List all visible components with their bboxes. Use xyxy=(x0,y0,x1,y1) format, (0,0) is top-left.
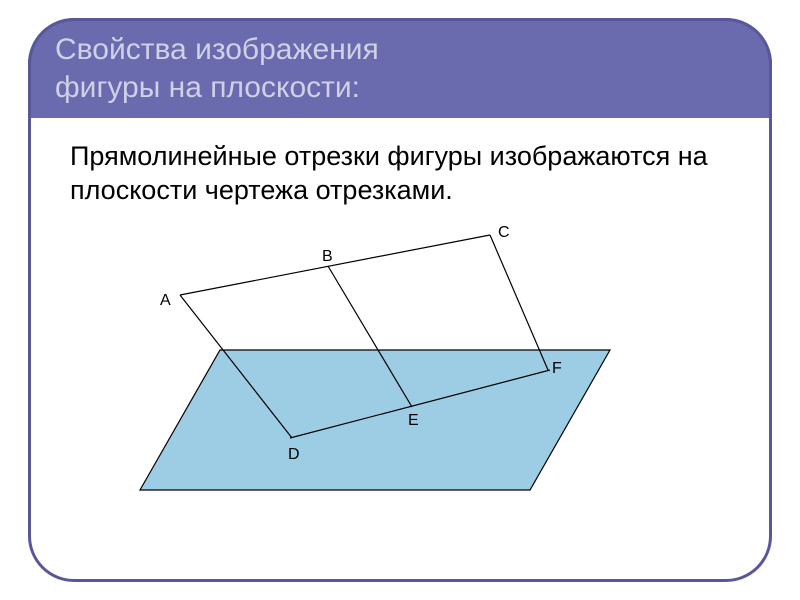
label-F: F xyxy=(552,360,562,378)
geometry-diagram: A B C D E F xyxy=(120,220,680,530)
title-line-2: фигуры на плоскости: xyxy=(55,69,745,107)
slide-header: Свойства изображения фигуры на плоскости… xyxy=(28,18,772,118)
projection-plane xyxy=(140,350,610,490)
label-B: B xyxy=(322,248,333,266)
label-E: E xyxy=(408,412,419,430)
label-A: A xyxy=(160,292,171,310)
upper-line-ABC xyxy=(180,235,490,295)
title-line-1: Свойства изображения xyxy=(55,31,745,69)
label-D: D xyxy=(288,446,300,464)
slide-body-text: Прямолинейные отрезки фигуры изображаютс… xyxy=(70,140,730,208)
diagram-svg xyxy=(120,220,680,530)
label-C: C xyxy=(498,224,510,242)
